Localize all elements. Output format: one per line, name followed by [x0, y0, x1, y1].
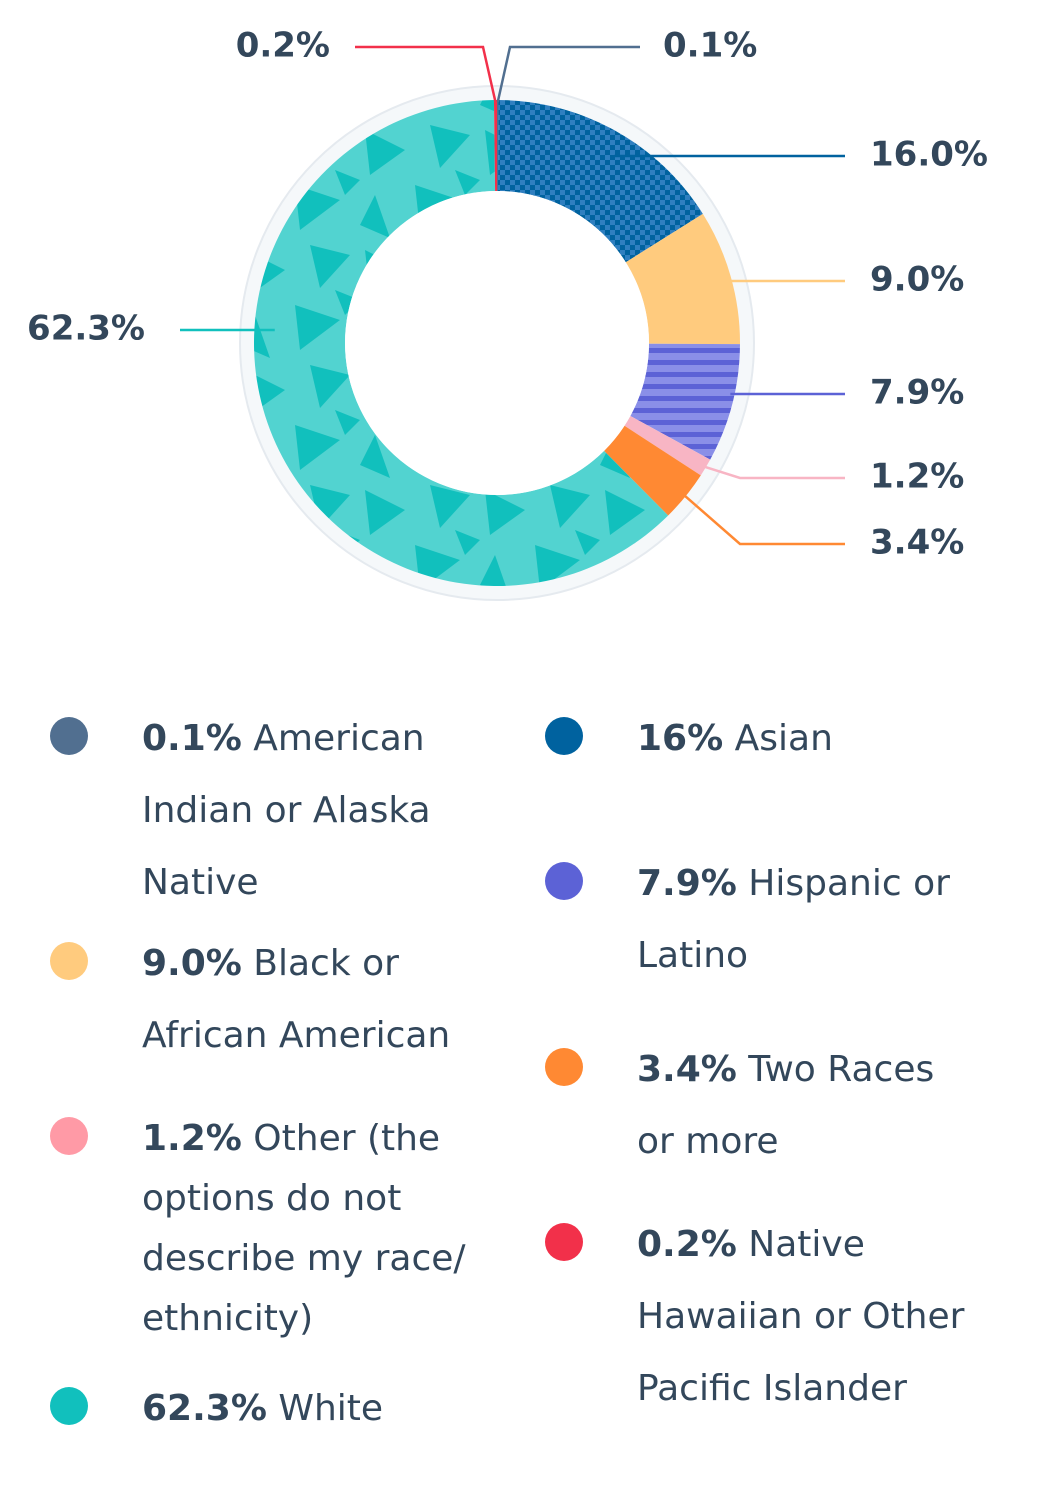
legend-dot-hispanic: [545, 862, 583, 900]
callout-label-native-hawaiian: 0.2%: [236, 26, 330, 66]
callout-label-hispanic: 7.9%: [870, 373, 964, 413]
slice-other: [624, 415, 711, 476]
slice-asian: [497, 100, 703, 263]
legend-dot-black: [50, 942, 88, 980]
legend-dot-asian: [545, 717, 583, 755]
callout-label-asian: 16.0%: [870, 135, 988, 175]
legend-dot-other: [50, 1117, 88, 1155]
callout-line-other: [703, 465, 845, 480]
slice-native-hawaiian: [493, 100, 497, 192]
slice-black: [625, 213, 741, 345]
slice-two-races: [604, 425, 701, 516]
legend-text-black: 9.0% Black or African American: [142, 943, 451, 1056]
legend-text-native-hawaiian: 0.2% Native Hawaiian or Other Pacific Is…: [637, 1224, 965, 1409]
donut-chart: 0.1% 16.0% 9.0% 7.9% 1.2% 3.4% 62.3% 0.2%: [27, 26, 988, 601]
legend-dot-native-hawaiian: [545, 1223, 583, 1261]
legend-text-american-indian: 0.1% American Indian or Alaska Native: [142, 718, 431, 903]
callout-label-black: 9.0%: [870, 260, 964, 300]
slice-american-indian: [497, 100, 499, 192]
slice-hispanic: [630, 343, 740, 460]
legend-dot-white: [50, 1387, 88, 1425]
callout-line-american-indian: [496, 45, 640, 103]
legend-text-two-races: 3.4% Two Races or more: [637, 1049, 935, 1162]
donut-hole: [345, 191, 649, 495]
callout-label-white: 62.3%: [27, 309, 145, 349]
legend-text-other: 1.2% Other (the options do not describe …: [142, 1118, 466, 1339]
callout-label-american-indian: 0.1%: [663, 26, 757, 66]
callout-line-two-races: [683, 494, 845, 546]
callout-line-native-hawaiian: [355, 45, 497, 103]
legend-dot-american-indian: [50, 717, 88, 755]
callout-label-other: 1.2%: [870, 457, 964, 497]
legend-text-white: 62.3% White: [142, 1388, 384, 1429]
legend-text-hispanic: 7.9% Hispanic or Latino: [637, 863, 950, 976]
legend-dot-two-races: [545, 1048, 583, 1086]
callout-label-two-races: 3.4%: [870, 523, 964, 563]
legend-text-asian: 16% Asian: [637, 718, 833, 759]
slice-white: [254, 100, 669, 586]
